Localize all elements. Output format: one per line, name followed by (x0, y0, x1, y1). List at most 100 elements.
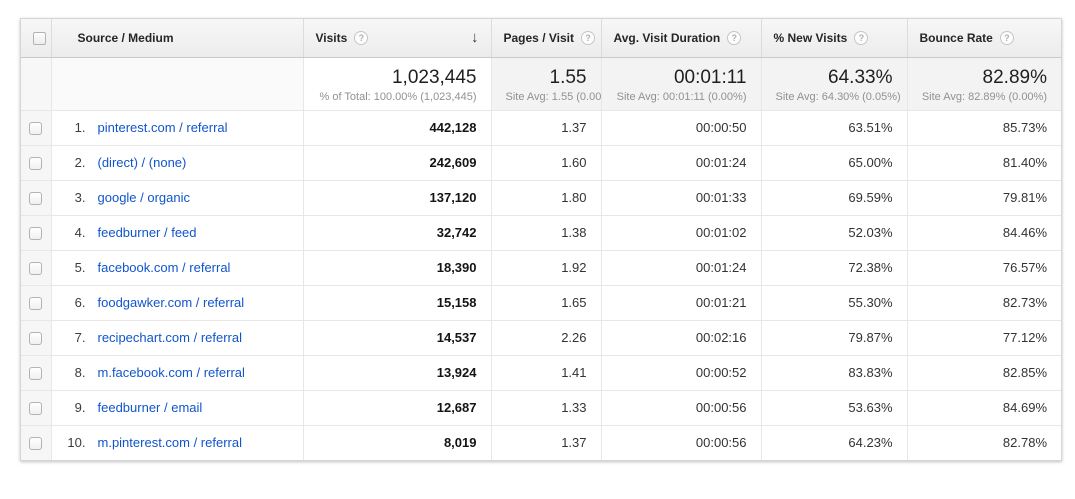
row-rank: 1. (74, 120, 86, 135)
source-medium-link[interactable]: recipechart.com / referral (97, 330, 243, 345)
table-row: 2. (direct) / (none) 242,609 1.60 00:01:2… (21, 144, 1061, 180)
bounce-rate-cell: 82.78% (906, 424, 1061, 460)
totals-row: 1,023,445 % of Total: 100.00% (1,023,445… (21, 57, 1061, 110)
source-medium-link[interactable]: facebook.com / referral (97, 260, 231, 275)
pages-per-visit-cell: 1.37 (490, 424, 601, 460)
avg-duration-cell: 00:01:02 (600, 214, 761, 250)
column-header-pages-label: Pages / Visit (503, 30, 574, 45)
visits-cell: 13,924 (302, 354, 491, 390)
row-checkbox[interactable] (29, 262, 43, 276)
help-icon[interactable]: ? (727, 30, 742, 45)
row-checkbox-cell (21, 389, 51, 425)
pages-per-visit-cell: 2.26 (490, 319, 601, 355)
table-row: 1. pinterest.com / referral 442,128 1.37 … (21, 109, 1061, 145)
row-rank: 5. (74, 260, 86, 275)
source-medium-link[interactable]: foodgawker.com / referral (97, 295, 245, 310)
sort-descending-icon[interactable]: ↓ (471, 29, 479, 47)
column-header-pages-per-visit[interactable]: Pages / Visit ? (490, 19, 601, 58)
row-checkbox-cell (21, 109, 51, 145)
source-medium-link[interactable]: google / organic (97, 190, 191, 205)
source-medium-link[interactable]: m.pinterest.com / referral (97, 435, 243, 451)
row-checkbox-cell (21, 354, 51, 390)
row-checkbox-cell (21, 214, 51, 250)
pages-per-visit-cell: 1.65 (490, 284, 601, 320)
row-rank: 10. (67, 435, 86, 451)
row-checkbox[interactable] (29, 122, 43, 136)
row-rank: 8. (74, 365, 86, 380)
column-header-source-medium[interactable]: Source / Medium (50, 19, 303, 58)
column-header-new-visits[interactable]: % New Visits ? (760, 19, 907, 58)
row-checkbox[interactable] (29, 227, 43, 241)
source-medium-cell: 8. m.facebook.com / referral (50, 354, 303, 390)
avg-duration-cell: 00:01:24 (600, 144, 761, 180)
row-checkbox-cell (21, 319, 51, 355)
source-medium-cell: 7. recipechart.com / referral (50, 319, 303, 355)
row-checkbox-cell (21, 144, 51, 180)
column-header-bounce-rate[interactable]: Bounce Rate ? (906, 19, 1061, 58)
bounce-rate-cell: 76.57% (906, 249, 1061, 285)
bounce-rate-cell: 81.40% (906, 144, 1061, 180)
total-new-visits-subtext: Site Avg: 64.30% (0.05%) (775, 90, 901, 103)
table-header-row: Source / Medium Visits ? ↓ Pages / Visit… (21, 19, 1061, 58)
row-checkbox-cell (21, 179, 51, 215)
column-header-visits-label: Visits (315, 30, 348, 45)
help-icon[interactable]: ? (580, 30, 595, 45)
total-bounce-subtext: Site Avg: 82.89% (0.00%) (921, 90, 1047, 103)
new-visits-cell: 53.63% (760, 389, 907, 425)
source-medium-table: Source / Medium Visits ? ↓ Pages / Visit… (21, 19, 1061, 460)
row-checkbox[interactable] (29, 157, 43, 171)
row-rank: 3. (74, 190, 86, 205)
source-medium-cell: 6. foodgawker.com / referral (50, 284, 303, 320)
table-row: 3. google / organic 137,120 1.80 00:01:33… (21, 179, 1061, 215)
totals-new-visits-cell: 64.33% Site Avg: 64.30% (0.05%) (760, 57, 907, 110)
avg-duration-cell: 00:00:56 (600, 389, 761, 425)
source-medium-cell: 3. google / organic (50, 179, 303, 215)
column-header-avg-visit-duration[interactable]: Avg. Visit Duration ? (600, 19, 761, 58)
row-checkbox[interactable] (29, 192, 43, 206)
totals-duration-cell: 00:01:11 Site Avg: 00:01:11 (0.00%) (600, 57, 761, 110)
row-checkbox-cell (21, 284, 51, 320)
source-medium-link[interactable]: (direct) / (none) (97, 155, 187, 170)
bounce-rate-cell: 82.85% (906, 354, 1061, 390)
new-visits-cell: 79.87% (760, 319, 907, 355)
total-new-visits-value: 64.33% (828, 66, 893, 88)
source-medium-cell: 10. m.pinterest.com / referral (50, 424, 303, 460)
select-all-checkbox[interactable] (33, 31, 46, 45)
select-all-cell (21, 19, 51, 58)
source-medium-link[interactable]: feedburner / email (97, 400, 203, 415)
pages-per-visit-cell: 1.60 (490, 144, 601, 180)
analytics-table-screenshot: Source / Medium Visits ? ↓ Pages / Visit… (20, 18, 1062, 461)
avg-duration-cell: 00:00:56 (600, 424, 761, 460)
visits-cell: 8,019 (302, 424, 491, 460)
pages-per-visit-cell: 1.80 (490, 179, 601, 215)
row-checkbox[interactable] (29, 332, 43, 346)
help-icon[interactable]: ? (854, 30, 869, 45)
source-medium-cell: 5. facebook.com / referral (50, 249, 303, 285)
source-medium-link[interactable]: m.facebook.com / referral (97, 365, 245, 380)
row-checkbox[interactable] (29, 437, 43, 451)
totals-visits-cell: 1,023,445 % of Total: 100.00% (1,023,445… (302, 57, 491, 110)
source-medium-cell: 1. pinterest.com / referral (50, 109, 303, 145)
source-medium-link[interactable]: pinterest.com / referral (97, 120, 228, 135)
help-icon[interactable]: ? (354, 30, 369, 45)
total-visits-subtext: % of Total: 100.00% (1,023,445) (319, 90, 477, 103)
row-rank: 9. (74, 400, 86, 415)
row-checkbox[interactable] (29, 297, 43, 311)
new-visits-cell: 83.83% (760, 354, 907, 390)
table-row: 4. feedburner / feed 32,742 1.38 00:01:02… (21, 214, 1061, 250)
help-icon[interactable]: ? (999, 30, 1014, 45)
new-visits-cell: 52.03% (760, 214, 907, 250)
avg-duration-cell: 00:02:16 (600, 319, 761, 355)
table-row: 8. m.facebook.com / referral 13,924 1.41 … (21, 354, 1061, 390)
source-medium-cell: 9. feedburner / email (50, 389, 303, 425)
total-visits-value: 1,023,445 (391, 66, 477, 88)
new-visits-cell: 69.59% (760, 179, 907, 215)
row-checkbox[interactable] (29, 367, 43, 381)
bounce-rate-cell: 77.12% (906, 319, 1061, 355)
column-header-new-visits-label: % New Visits (773, 30, 848, 45)
pages-per-visit-cell: 1.37 (490, 109, 601, 145)
new-visits-cell: 64.23% (760, 424, 907, 460)
column-header-visits[interactable]: Visits ? ↓ (302, 19, 491, 58)
row-checkbox[interactable] (29, 402, 43, 416)
source-medium-link[interactable]: feedburner / feed (97, 225, 197, 240)
